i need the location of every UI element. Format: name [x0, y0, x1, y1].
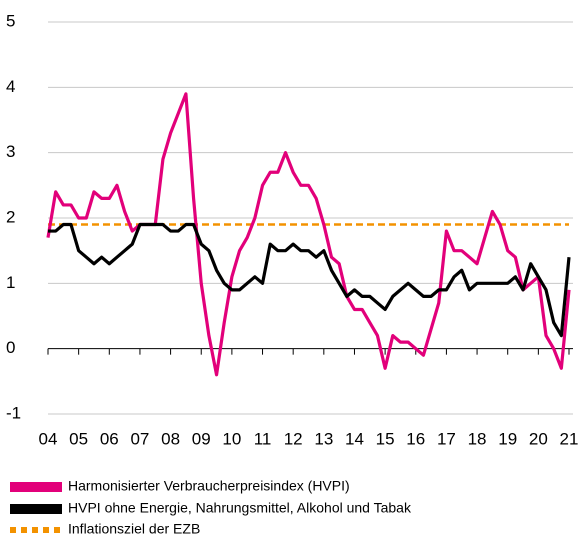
series-line [48, 222, 571, 338]
legend-label: HVPI ohne Energie, Nahrungsmittel, Alkoh… [68, 500, 412, 516]
y-tick-label: 5 [6, 11, 15, 30]
y-tick-label: 3 [6, 142, 15, 161]
x-tick-label: 13 [314, 429, 333, 448]
y-tick-label: 1 [6, 273, 15, 292]
x-tick-label: 04 [39, 429, 58, 448]
y-tick-label: -1 [6, 403, 21, 422]
x-tick-label: 17 [437, 429, 456, 448]
series-line [46, 92, 571, 377]
x-tick-label: 18 [468, 429, 487, 448]
x-tick-label: 21 [560, 429, 578, 448]
y-tick-label: 4 [6, 77, 15, 96]
x-tick-label: 20 [529, 429, 548, 448]
legend-label: Harmonisierter Verbraucherpreisindex (HV… [68, 478, 350, 494]
x-tick-label: 16 [406, 429, 425, 448]
y-tick-label: 2 [6, 207, 15, 226]
x-tick-label: 14 [345, 429, 364, 448]
x-tick-label: 10 [222, 429, 241, 448]
x-tick-label: 19 [498, 429, 517, 448]
y-tick-label: 0 [6, 338, 15, 357]
x-tick-label: 12 [284, 429, 303, 448]
x-tick-label: 06 [100, 429, 119, 448]
x-tick-label: 11 [254, 429, 272, 448]
x-tick-label: 09 [192, 429, 211, 448]
x-tick-label: 08 [161, 429, 180, 448]
x-tick-label: 05 [69, 429, 88, 448]
legend-label: Inflationsziel der EZB [68, 521, 200, 537]
x-tick-label: 15 [376, 429, 395, 448]
legend-swatch [10, 504, 62, 514]
legend-swatch [10, 482, 62, 492]
x-tick-label: 07 [130, 429, 149, 448]
